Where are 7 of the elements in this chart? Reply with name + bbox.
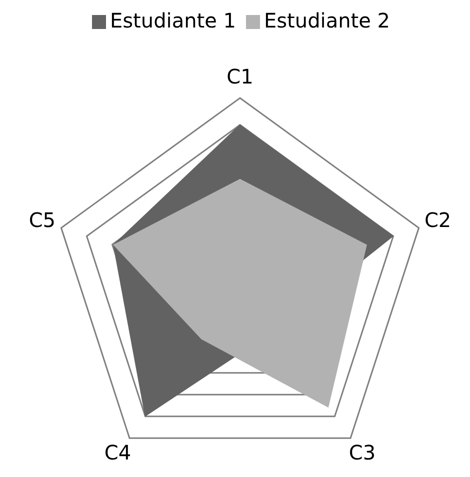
legend-label: Estudiante 2 <box>264 8 390 32</box>
spoke-label: C4 <box>104 440 132 465</box>
spoke-label: C3 <box>348 440 376 465</box>
legend-label: Estudiante 1 <box>110 8 236 32</box>
spoke-label: C1 <box>226 64 254 88</box>
spoke-label: C5 <box>28 208 56 232</box>
spoke-label: C2 <box>424 208 452 232</box>
